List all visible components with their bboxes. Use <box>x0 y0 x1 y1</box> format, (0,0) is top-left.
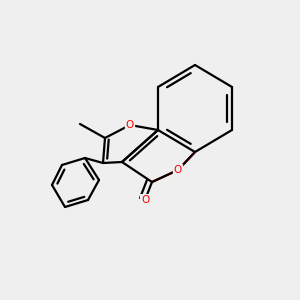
Text: O: O <box>174 165 182 175</box>
Text: O: O <box>126 120 134 130</box>
Text: O: O <box>141 195 149 205</box>
